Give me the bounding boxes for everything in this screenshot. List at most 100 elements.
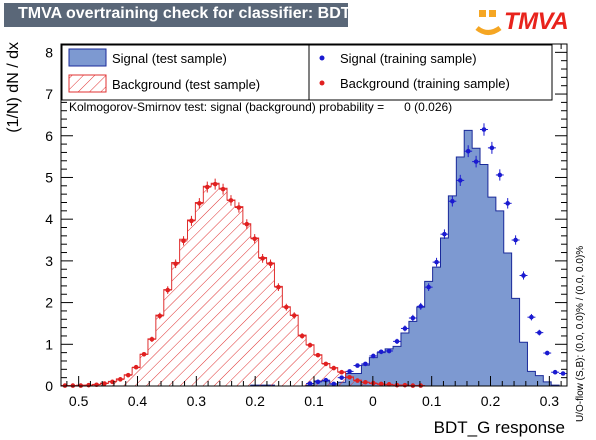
signal-train-point xyxy=(386,348,392,354)
x-tick-label: 0.5 xyxy=(69,393,89,409)
signal-train-point xyxy=(544,350,550,356)
signal-train-point xyxy=(347,369,352,374)
logo-text: TMVA xyxy=(504,8,569,35)
signal-train-point xyxy=(529,314,534,320)
background-train-point xyxy=(189,218,194,224)
signal-train-point xyxy=(465,148,471,154)
background-train-point xyxy=(125,372,131,378)
background-train-point xyxy=(260,256,265,261)
x-axis-label: BDT_G response xyxy=(434,418,565,437)
signal-train-point xyxy=(537,330,542,335)
legend: Signal (test sample) Background (test sam… xyxy=(61,44,553,101)
signal-train-point xyxy=(513,237,518,243)
signal-train-point xyxy=(434,259,439,265)
signal-train-point xyxy=(560,371,566,376)
signal-train-point xyxy=(394,339,400,344)
background-train-point xyxy=(291,313,297,318)
signal-train-point xyxy=(521,273,526,278)
signal-train-point xyxy=(371,353,376,359)
legend-box-training xyxy=(308,44,553,101)
y-tick-label: 3 xyxy=(45,253,53,269)
y-tick-label: 0 xyxy=(45,378,53,394)
legend-swatch-signal-test xyxy=(68,48,107,67)
logo-dot-2 xyxy=(489,10,496,17)
legend-marker-background-training xyxy=(319,80,325,86)
overflow-text: U/O-flow (S,B): (0.0, 0.0)% / (0.0, 0.0)… xyxy=(575,246,586,422)
background-train-point xyxy=(220,186,226,192)
background-train-point xyxy=(252,236,257,242)
background-train-point xyxy=(133,364,139,370)
signal-train-point xyxy=(331,381,337,387)
title-bar: TMVA overtraining check for classifier: … xyxy=(4,3,372,27)
x-tick-label: 0.3 xyxy=(540,393,560,409)
signal-train-point xyxy=(402,326,408,331)
legend-entry-label: Background (test sample) xyxy=(112,77,260,92)
legend-swatch-background-test xyxy=(68,74,107,93)
signal-train-point xyxy=(442,231,447,237)
background-train-point xyxy=(228,198,234,203)
logo-smile xyxy=(475,25,502,35)
background-train-point xyxy=(157,313,163,319)
background-train-point xyxy=(268,261,273,267)
y-axis-label: (1/N) dN / dx xyxy=(5,42,22,133)
signal-train-point xyxy=(339,375,344,380)
legend-entry-label: Signal (test sample) xyxy=(112,51,227,66)
background-train-point xyxy=(118,377,123,382)
y-tick-label: 2 xyxy=(45,295,53,311)
background-train-point xyxy=(276,284,281,290)
logo-dot-1 xyxy=(479,10,486,17)
background-train-point xyxy=(212,181,218,187)
background-train-point xyxy=(141,352,147,357)
signal-train-point xyxy=(489,145,495,151)
background-train-point xyxy=(402,382,408,388)
y-tick-label: 7 xyxy=(45,86,53,102)
background-train-point xyxy=(331,365,337,371)
signal-train-point xyxy=(552,369,558,375)
x-tick-label: 0.1 xyxy=(422,393,442,409)
background-train-point xyxy=(378,381,384,387)
ks-test-text: Kolmogorov-Smirnov test: signal (backgro… xyxy=(69,100,452,114)
y-tick-label: 6 xyxy=(45,128,53,144)
logo-mark-icon xyxy=(475,10,502,35)
background-train-point xyxy=(363,379,368,385)
background-train-point xyxy=(236,205,242,210)
background-train-point xyxy=(181,238,186,244)
background-train-point xyxy=(323,361,329,367)
background-train-point xyxy=(339,369,344,375)
legend-entry-label: Signal (training sample) xyxy=(340,51,477,66)
x-tick-label: 0 xyxy=(369,393,377,409)
background-train-point xyxy=(173,261,178,267)
x-tick-label: 0.2 xyxy=(481,393,501,409)
background-train-point xyxy=(197,201,202,206)
chart-title: TMVA overtraining check for classifier: … xyxy=(18,5,372,22)
background-train-point xyxy=(355,378,360,383)
y-tick-label: 5 xyxy=(45,169,53,185)
background-train-point xyxy=(165,287,171,293)
signal-train-point xyxy=(315,379,321,385)
signal-train-point xyxy=(457,178,463,183)
signal-train-point xyxy=(426,284,431,290)
signal-train-point xyxy=(497,172,503,178)
tmva-logo: TMVA xyxy=(474,6,584,42)
background-train-point xyxy=(284,304,289,310)
signal-train-point xyxy=(473,159,479,164)
signal-train-point xyxy=(323,377,329,383)
signal-train-point xyxy=(378,349,384,355)
signal-train-point xyxy=(418,304,424,309)
signal-train-point xyxy=(307,381,313,386)
background-train-point xyxy=(315,352,321,358)
signal-train-point xyxy=(450,198,455,204)
y-tick-label: 8 xyxy=(45,44,53,60)
background-train-point xyxy=(394,382,400,388)
signal-training-points xyxy=(306,123,567,387)
background-train-point xyxy=(386,382,392,387)
background-train-point xyxy=(299,333,305,339)
background-train-point xyxy=(204,184,210,190)
signal-train-point xyxy=(481,127,487,132)
y-tick-label: 4 xyxy=(45,211,53,227)
background-train-point xyxy=(102,381,107,386)
background-train-point xyxy=(347,374,352,380)
background-train-point xyxy=(244,221,250,227)
signal-train-point xyxy=(355,363,360,368)
